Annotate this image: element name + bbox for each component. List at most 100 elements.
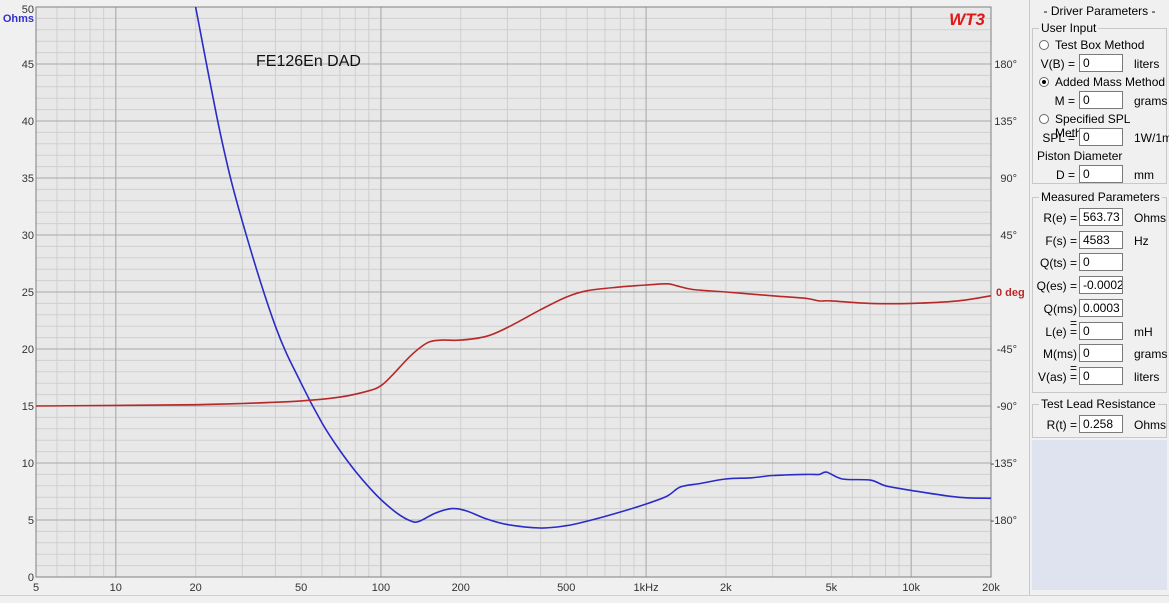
spl-method-option[interactable]: Specified SPL Method <box>1033 112 1168 128</box>
measured-label: V(as) = <box>1035 370 1077 384</box>
x-tick-label: 200 <box>452 582 470 594</box>
y-right-tick-label: -135° <box>991 458 1017 470</box>
measured-value-input[interactable] <box>1079 367 1123 385</box>
y-left-tick-label: 15 <box>22 401 34 413</box>
measured-unit: Ohms <box>1134 211 1166 225</box>
measured-unit: Hz <box>1134 234 1149 248</box>
y-left-tick-label: 5 <box>28 515 34 527</box>
y-right-tick-label: 45° <box>1000 230 1017 242</box>
chart-title: FE126En DAD <box>256 53 361 70</box>
measured-value-input[interactable] <box>1079 231 1123 249</box>
wt3-logo: WT3 <box>949 10 985 29</box>
x-tick-label: 5k <box>826 582 838 594</box>
test-box-label: Test Box Method <box>1055 38 1144 52</box>
spl-unit: 1W/1m <box>1134 131 1169 145</box>
x-tick-label: 2k <box>720 582 732 594</box>
x-tick-label: 1kHz <box>634 582 659 594</box>
m-row: M = grams <box>1033 91 1168 111</box>
x-tick-label: 5 <box>33 582 39 594</box>
measured-value-input[interactable] <box>1079 253 1123 271</box>
test-lead-resistance-group: Test Lead Resistance R(t) = Ohms <box>1032 404 1167 438</box>
rt-unit: Ohms <box>1134 418 1166 432</box>
y-right-tick-label: 180° <box>994 59 1017 71</box>
measured-value-input[interactable] <box>1079 208 1123 226</box>
measured-unit: grams <box>1134 347 1167 361</box>
measured-label: Q(ts) = <box>1035 256 1077 270</box>
driver-parameters-panel: - Driver Parameters - User Input Test Bo… <box>1030 0 1169 595</box>
measured-value-input[interactable] <box>1079 299 1123 317</box>
added-mass-label: Added Mass Method <box>1055 75 1165 89</box>
d-input[interactable] <box>1079 165 1123 183</box>
measured-parameters-group: Measured Parameters R(e) = Ohms F(s) = Hz Q(… <box>1032 197 1167 393</box>
measured-row: Q(ts) = <box>1033 253 1168 273</box>
user-input-legend: User Input <box>1039 21 1098 35</box>
y-right-tick-label: 135° <box>994 116 1017 128</box>
vb-unit: liters <box>1134 57 1159 71</box>
vb-label: V(B) = <box>1039 57 1075 71</box>
measured-label: R(e) = <box>1035 211 1077 225</box>
y-left-axis-label: Ohms <box>3 13 34 25</box>
measured-unit: liters <box>1134 370 1159 384</box>
y-left-tick-label: 10 <box>22 458 34 470</box>
x-tick-label: 20 <box>189 582 201 594</box>
added-mass-radio[interactable] <box>1039 77 1049 87</box>
spl-input[interactable] <box>1079 128 1123 146</box>
piston-diameter-label: Piston Diameter <box>1037 149 1122 163</box>
measured-label: F(s) = <box>1035 234 1077 248</box>
y-left-tick-label: 45 <box>22 59 34 71</box>
impedance-phase-chart: 0 5 10 15 20 25 30 35 40 45 50 Ohms -180° -135° -90° -4… <box>0 0 1030 595</box>
y-left-tick-label: 40 <box>22 116 34 128</box>
x-tick-label: 20k <box>982 582 1000 594</box>
empty-panel-area <box>1032 440 1167 590</box>
measured-row: Q(ms) = <box>1033 299 1168 319</box>
measured-row: M(ms) = grams <box>1033 344 1168 364</box>
measured-legend: Measured Parameters <box>1039 190 1162 204</box>
y-left-tick-label: 35 <box>22 173 34 185</box>
y-right-tick-label: -45° <box>997 344 1017 356</box>
measured-row: R(e) = Ohms <box>1033 208 1168 228</box>
m-unit: grams <box>1134 94 1167 108</box>
y-right-tick-label: -90° <box>997 401 1017 413</box>
spl-method-radio[interactable] <box>1039 114 1049 124</box>
measured-row: Q(es) = <box>1033 276 1168 296</box>
added-mass-method-option[interactable]: Added Mass Method <box>1033 75 1168 91</box>
measured-label: L(e) = <box>1035 325 1077 339</box>
spl-label: SPL = <box>1039 131 1075 145</box>
test-box-radio[interactable] <box>1039 40 1049 50</box>
y-right-tick-label: -180° <box>991 515 1017 527</box>
measured-value-input[interactable] <box>1079 276 1123 294</box>
m-label: M = <box>1039 94 1075 108</box>
measured-row: V(as) = liters <box>1033 367 1168 387</box>
vb-row: V(B) = liters <box>1033 54 1168 74</box>
measured-value-input[interactable] <box>1079 322 1123 340</box>
d-row: D = mm <box>1033 165 1168 185</box>
rt-row: R(t) = Ohms <box>1033 415 1168 435</box>
y-right-axis-label: 0 deg <box>996 287 1025 299</box>
y-right-tick-label: 90° <box>1000 173 1017 185</box>
measured-row: L(e) = mH <box>1033 322 1168 342</box>
d-label: D = <box>1039 168 1075 182</box>
lead-legend: Test Lead Resistance <box>1039 397 1158 411</box>
panel-title: - Driver Parameters - <box>1030 4 1169 18</box>
rt-label: R(t) = <box>1035 418 1077 432</box>
test-box-method-option[interactable]: Test Box Method <box>1033 38 1168 54</box>
m-input[interactable] <box>1079 91 1123 109</box>
user-input-group: User Input Test Box Method V(B) = liters… <box>1032 28 1167 184</box>
x-tick-label: 10 <box>110 582 122 594</box>
x-tick-label: 50 <box>295 582 307 594</box>
measured-row: F(s) = Hz <box>1033 231 1168 251</box>
vb-input[interactable] <box>1079 54 1123 72</box>
y-left-tick-label: 20 <box>22 344 34 356</box>
rt-input[interactable] <box>1079 415 1123 433</box>
spl-row: SPL = 1W/1m <box>1033 128 1168 148</box>
d-unit: mm <box>1134 168 1154 182</box>
x-tick-label: 500 <box>557 582 575 594</box>
x-tick-label: 100 <box>372 582 390 594</box>
chart-svg: 05101520253035404550Ohms-180°-135°-90°-4… <box>0 0 1029 595</box>
y-left-tick-label: 25 <box>22 287 34 299</box>
measured-value-input[interactable] <box>1079 344 1123 362</box>
measured-label: Q(es) = <box>1035 279 1077 293</box>
y-left-tick-label: 30 <box>22 230 34 242</box>
measured-unit: mH <box>1134 325 1153 339</box>
x-tick-label: 10k <box>902 582 920 594</box>
